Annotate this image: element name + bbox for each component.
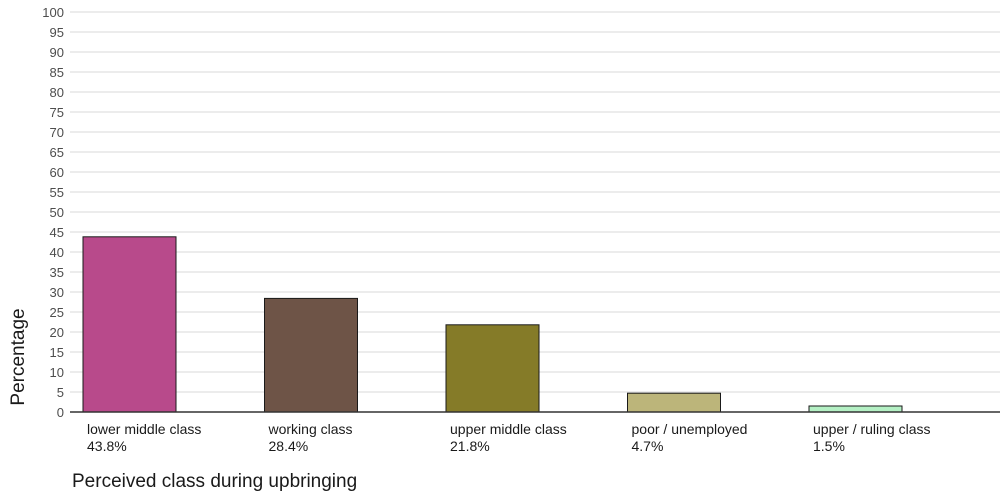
y-axis-title: Percentage [8,308,29,405]
category-label: working class [268,421,353,437]
y-tick-label: 95 [50,25,64,40]
y-tick-label: 10 [50,365,64,380]
y-tick-label: 55 [50,185,64,200]
y-tick-label: 5 [57,385,64,400]
y-tick-label: 60 [50,165,64,180]
y-tick-label: 90 [50,45,64,60]
y-tick-label: 45 [50,225,64,240]
y-tick-label: 35 [50,265,64,280]
value-label: 4.7% [632,438,664,454]
bar-poor-unemployed [627,392,721,413]
category-label: upper middle class [450,421,567,437]
bar-upper-ruling-class [808,405,903,413]
bars [82,236,903,413]
bar-working-class [264,297,358,413]
category-label: poor / unemployed [632,421,748,437]
y-tick-label: 0 [57,405,64,420]
category-label: upper / ruling class [813,421,931,437]
y-axis-ticks: 0 5 10 15 20 25 30 35 40 45 50 55 60 65 70 75 80 85 90 95 10… [42,5,64,420]
y-tick-label: 15 [50,345,64,360]
gridlines [70,11,1000,393]
x-axis-title: Perceived class during upbringing [72,471,357,492]
y-tick-label: 25 [50,305,64,320]
category-label: lower middle class [87,421,201,437]
y-tick-label: 65 [50,145,64,160]
value-label: 21.8% [450,438,490,454]
y-tick-label: 20 [50,325,64,340]
y-tick-label: 50 [50,205,64,220]
value-label: 28.4% [269,438,309,454]
y-tick-label: 100 [42,5,64,20]
bar-lower-middle-class [82,236,177,413]
y-tick-label: 75 [50,105,64,120]
value-label: 1.5% [813,438,845,454]
y-tick-label: 40 [50,245,64,260]
bar-upper-middle-class [445,324,540,413]
y-tick-label: 80 [50,85,64,100]
y-tick-label: 70 [50,125,64,140]
y-tick-label: 85 [50,65,64,80]
value-label: 43.8% [87,438,127,454]
y-tick-label: 30 [50,285,64,300]
